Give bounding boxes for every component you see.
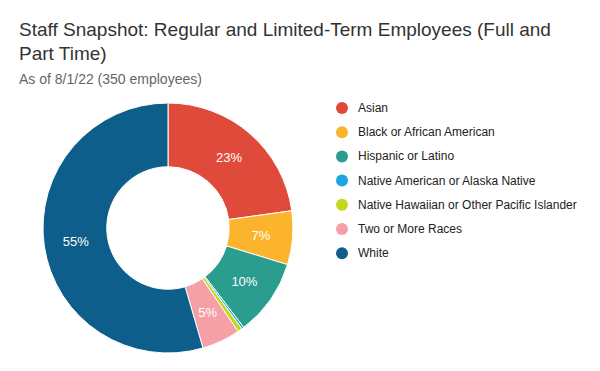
legend-swatch (336, 175, 348, 187)
title-line: Part Time) (19, 43, 107, 64)
data-label: 10% (231, 274, 257, 289)
legend-swatch (336, 247, 348, 259)
title: Staff Snapshot: Regular and Limited-Term… (19, 19, 551, 64)
legend-swatch (336, 102, 348, 114)
slice (168, 103, 292, 220)
legend-swatch (336, 199, 348, 211)
legend-label: Hispanic or Latino (358, 149, 454, 163)
legend-swatch (336, 126, 348, 138)
data-label: 23% (216, 150, 242, 165)
slices (43, 103, 293, 353)
chart: Staff Snapshot: Regular and Limited-Term… (0, 0, 600, 371)
legend-item: Native Hawaiian or Other Pacific Islande… (336, 198, 577, 212)
title-line: Staff Snapshot: Regular and Limited-Term… (19, 19, 551, 40)
data-labels: 23% 7% 10% 5% 55% (63, 150, 271, 320)
legend-item: White (336, 246, 389, 260)
legend-label: Native American or Alaska Native (358, 174, 536, 188)
legend-label: Asian (358, 101, 388, 115)
legend-item: Asian (336, 101, 388, 115)
legend-label: Black or African American (358, 125, 495, 139)
data-label: 55% (63, 234, 89, 249)
legend-label: White (358, 246, 389, 260)
legend-item: Two or More Races (336, 222, 462, 236)
legend: Asian Black or African American Hispanic o… (336, 101, 577, 260)
legend-item: Hispanic or Latino (336, 149, 454, 163)
slice (43, 103, 203, 353)
data-label: 7% (251, 228, 270, 243)
data-label: 5% (198, 305, 217, 320)
legend-swatch (336, 150, 348, 162)
subtitle: As of 8/1/22 (350 employees) (19, 71, 202, 87)
legend-item: Native American or Alaska Native (336, 174, 536, 188)
plot: 23% 7% 10% 5% 55% (43, 103, 293, 353)
legend-swatch (336, 223, 348, 235)
legend-label: Two or More Races (358, 222, 462, 236)
legend-item: Black or African American (336, 125, 495, 139)
legend-label: Native Hawaiian or Other Pacific Islande… (358, 198, 577, 212)
